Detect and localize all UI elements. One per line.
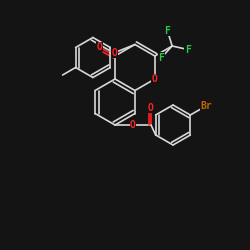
Text: F: F bbox=[164, 26, 170, 36]
Text: F: F bbox=[158, 53, 164, 63]
Text: O: O bbox=[96, 42, 102, 52]
Text: O: O bbox=[148, 103, 154, 113]
Text: O: O bbox=[112, 48, 118, 58]
Text: F: F bbox=[185, 44, 191, 54]
Text: O: O bbox=[130, 120, 136, 130]
Text: O: O bbox=[152, 74, 158, 84]
Text: Br: Br bbox=[200, 101, 212, 111]
